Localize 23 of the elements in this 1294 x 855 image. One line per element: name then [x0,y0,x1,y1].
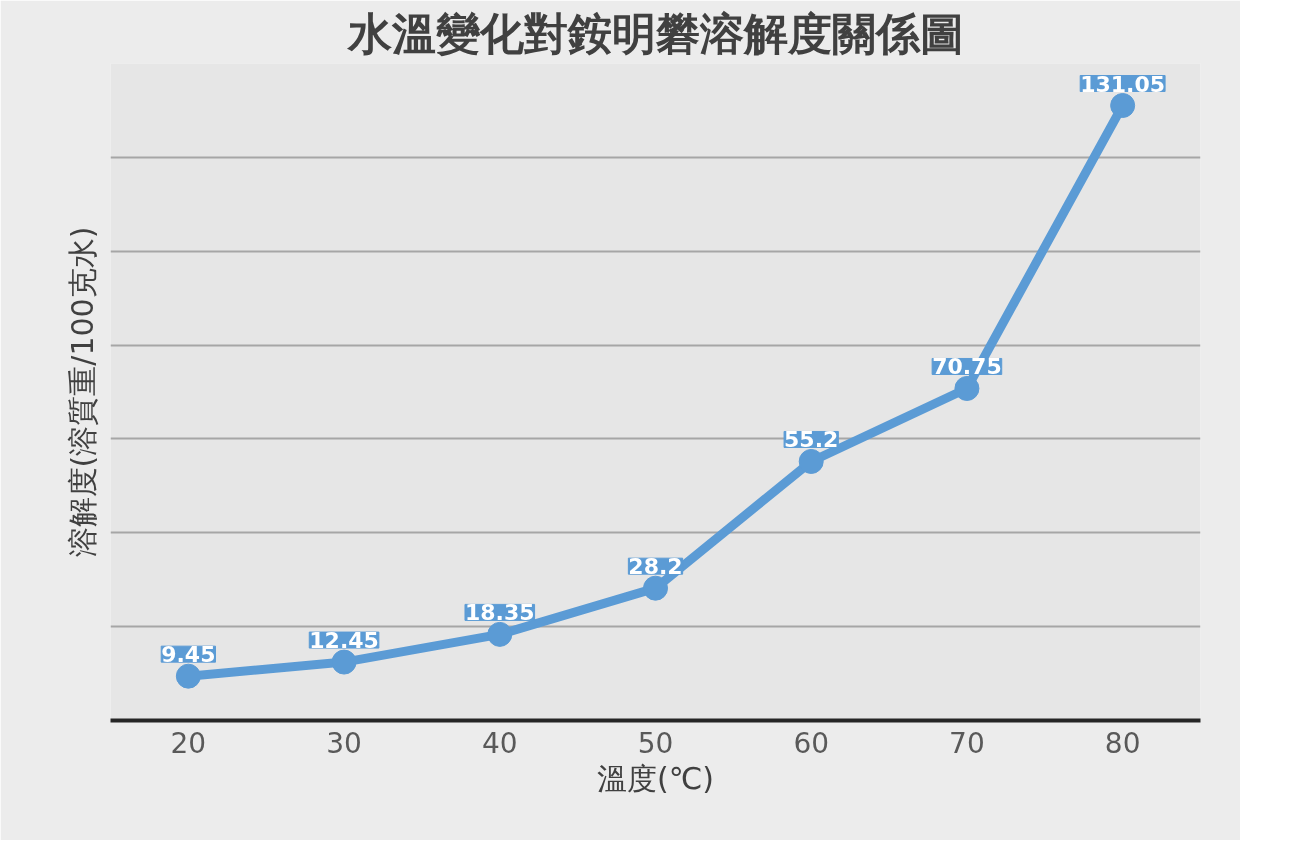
data-label: 55.2 [784,427,839,453]
point [487,621,513,647]
x-tick-label: 70 [949,726,985,760]
data-label: 131.05 [1080,71,1166,97]
x-tick-label: 40 [481,726,518,760]
x-tick-label: 50 [637,726,674,760]
data-label: 28.2 [628,554,683,580]
x-tick-label: 20 [170,726,207,760]
y-axis-title: 溶解度(溶質重/100克水) [64,226,100,558]
point [175,663,201,689]
point [1110,93,1136,118]
x-tick-label: 30 [326,726,362,760]
point [331,649,357,675]
data-label: 70.75 [932,354,1002,380]
x-axis-title: 溫度(℃) [596,760,715,796]
point [954,376,980,401]
data-label: 12.45 [309,628,379,654]
x-tick-label: 80 [1104,726,1141,760]
chart-title: 水溫變化對銨明礬溶解度關係圖 [345,7,964,59]
x-tick-label: 60 [793,726,830,760]
point [798,448,824,474]
data-label: 18.35 [464,600,535,626]
data-label: 9.45 [161,642,216,668]
